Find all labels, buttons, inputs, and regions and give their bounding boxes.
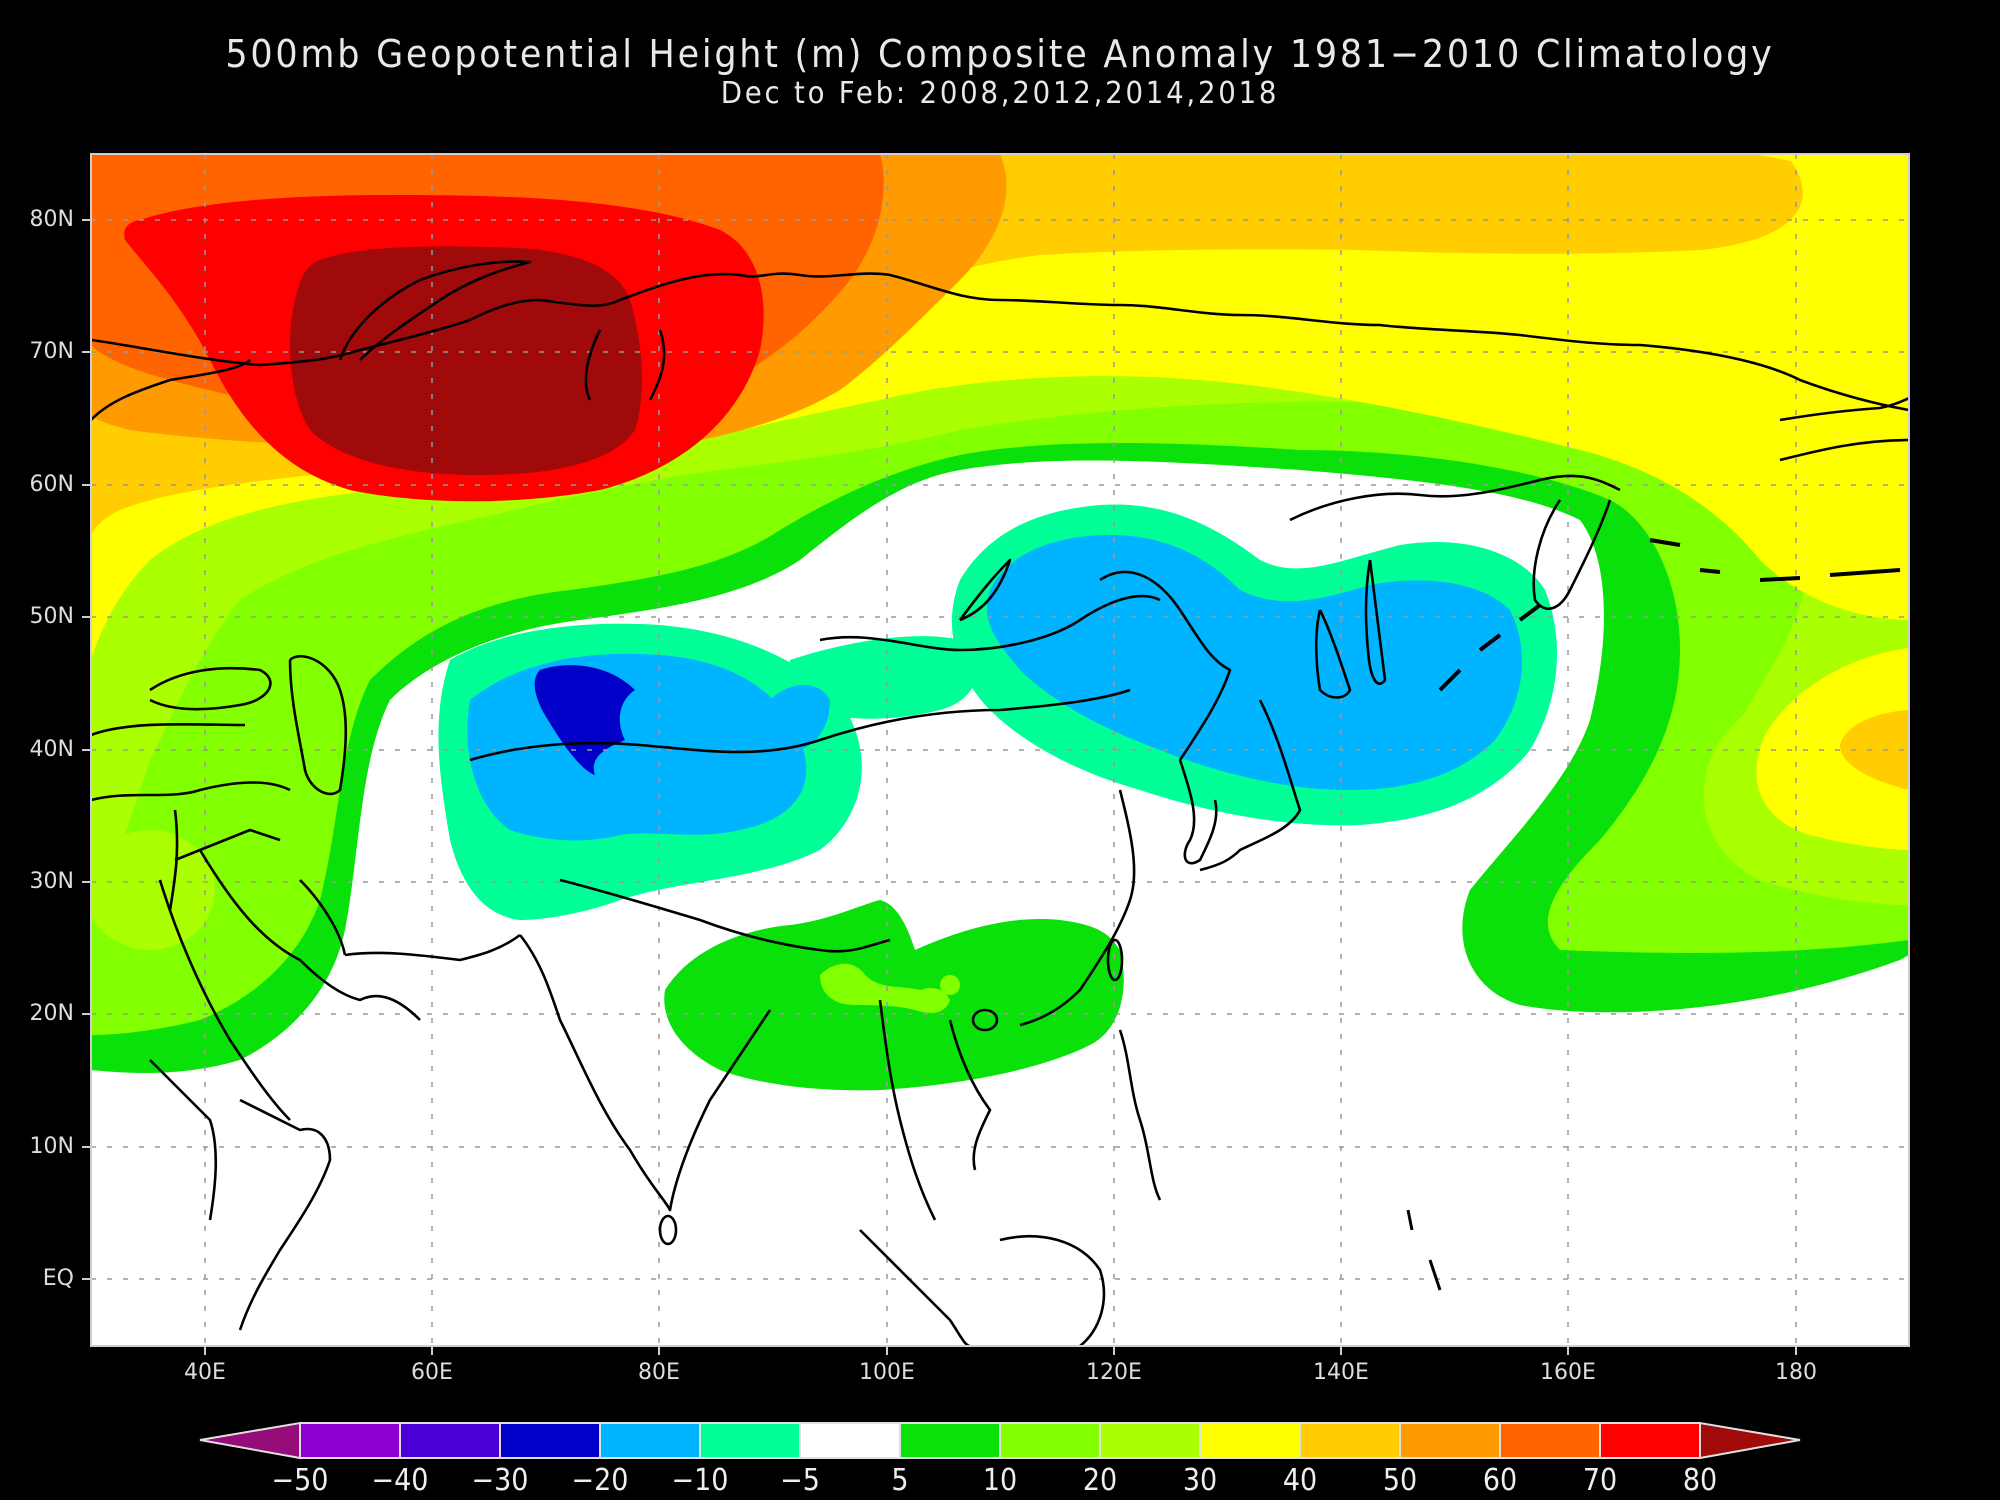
colorbar-label: 40 (1282, 1463, 1318, 1498)
colorbar-label: 10 (982, 1463, 1018, 1498)
colorbar-label: −40 (371, 1463, 429, 1498)
graticule (91, 154, 1909, 1346)
colorbar-label: 20 (1082, 1463, 1118, 1498)
x-tick-label: 60E (411, 1360, 453, 1385)
colorbar-label: 30 (1182, 1463, 1218, 1498)
contour-fill-layer (91, 154, 1909, 1346)
colorbar-over-arrow (1699, 1421, 1801, 1460)
colorbar-label: −30 (471, 1463, 529, 1498)
colorbar-label: −10 (671, 1463, 729, 1498)
colorbar-label: 50 (1382, 1463, 1418, 1498)
x-tick-label: 180 (1775, 1360, 1817, 1385)
colorbar-label: 5 (891, 1463, 909, 1498)
y-tick-label: 60N (29, 472, 74, 497)
x-tick-label: 140E (1313, 1360, 1369, 1385)
colorbar-label: −50 (271, 1463, 329, 1498)
y-tick-label: 20N (29, 1001, 74, 1026)
colorbar-under-arrow (199, 1421, 301, 1460)
tick-marks (82, 219, 1797, 1355)
x-tick-label: 40E (184, 1360, 226, 1385)
coastlines (91, 260, 1909, 1346)
y-tick-label: 30N (29, 869, 74, 894)
colorbar-label: 70 (1582, 1463, 1618, 1498)
colorbar-label: 80 (1682, 1463, 1718, 1498)
x-tick-label: 160E (1540, 1360, 1596, 1385)
chart-title: 500mb Geopotential Height (m) Composite … (225, 32, 1775, 76)
y-tick-label: 10N (29, 1134, 74, 1159)
colorbar-label: −5 (780, 1463, 820, 1498)
y-tick-label: EQ (42, 1266, 74, 1291)
y-tick-label: 70N (29, 339, 74, 364)
y-tick-label: 80N (29, 207, 74, 232)
x-tick-label: 120E (1086, 1360, 1142, 1385)
x-tick-label: 80E (638, 1360, 680, 1385)
y-tick-label: 40N (29, 737, 74, 762)
colorbar-label: 60 (1482, 1463, 1518, 1498)
y-tick-label: 50N (29, 604, 74, 629)
chart-subtitle: Dec to Feb: 2008,2012,2014,2018 (720, 76, 1280, 111)
colorbar-label: −20 (571, 1463, 629, 1498)
colorbar (199, 1421, 1801, 1460)
x-tick-label: 100E (859, 1360, 915, 1385)
